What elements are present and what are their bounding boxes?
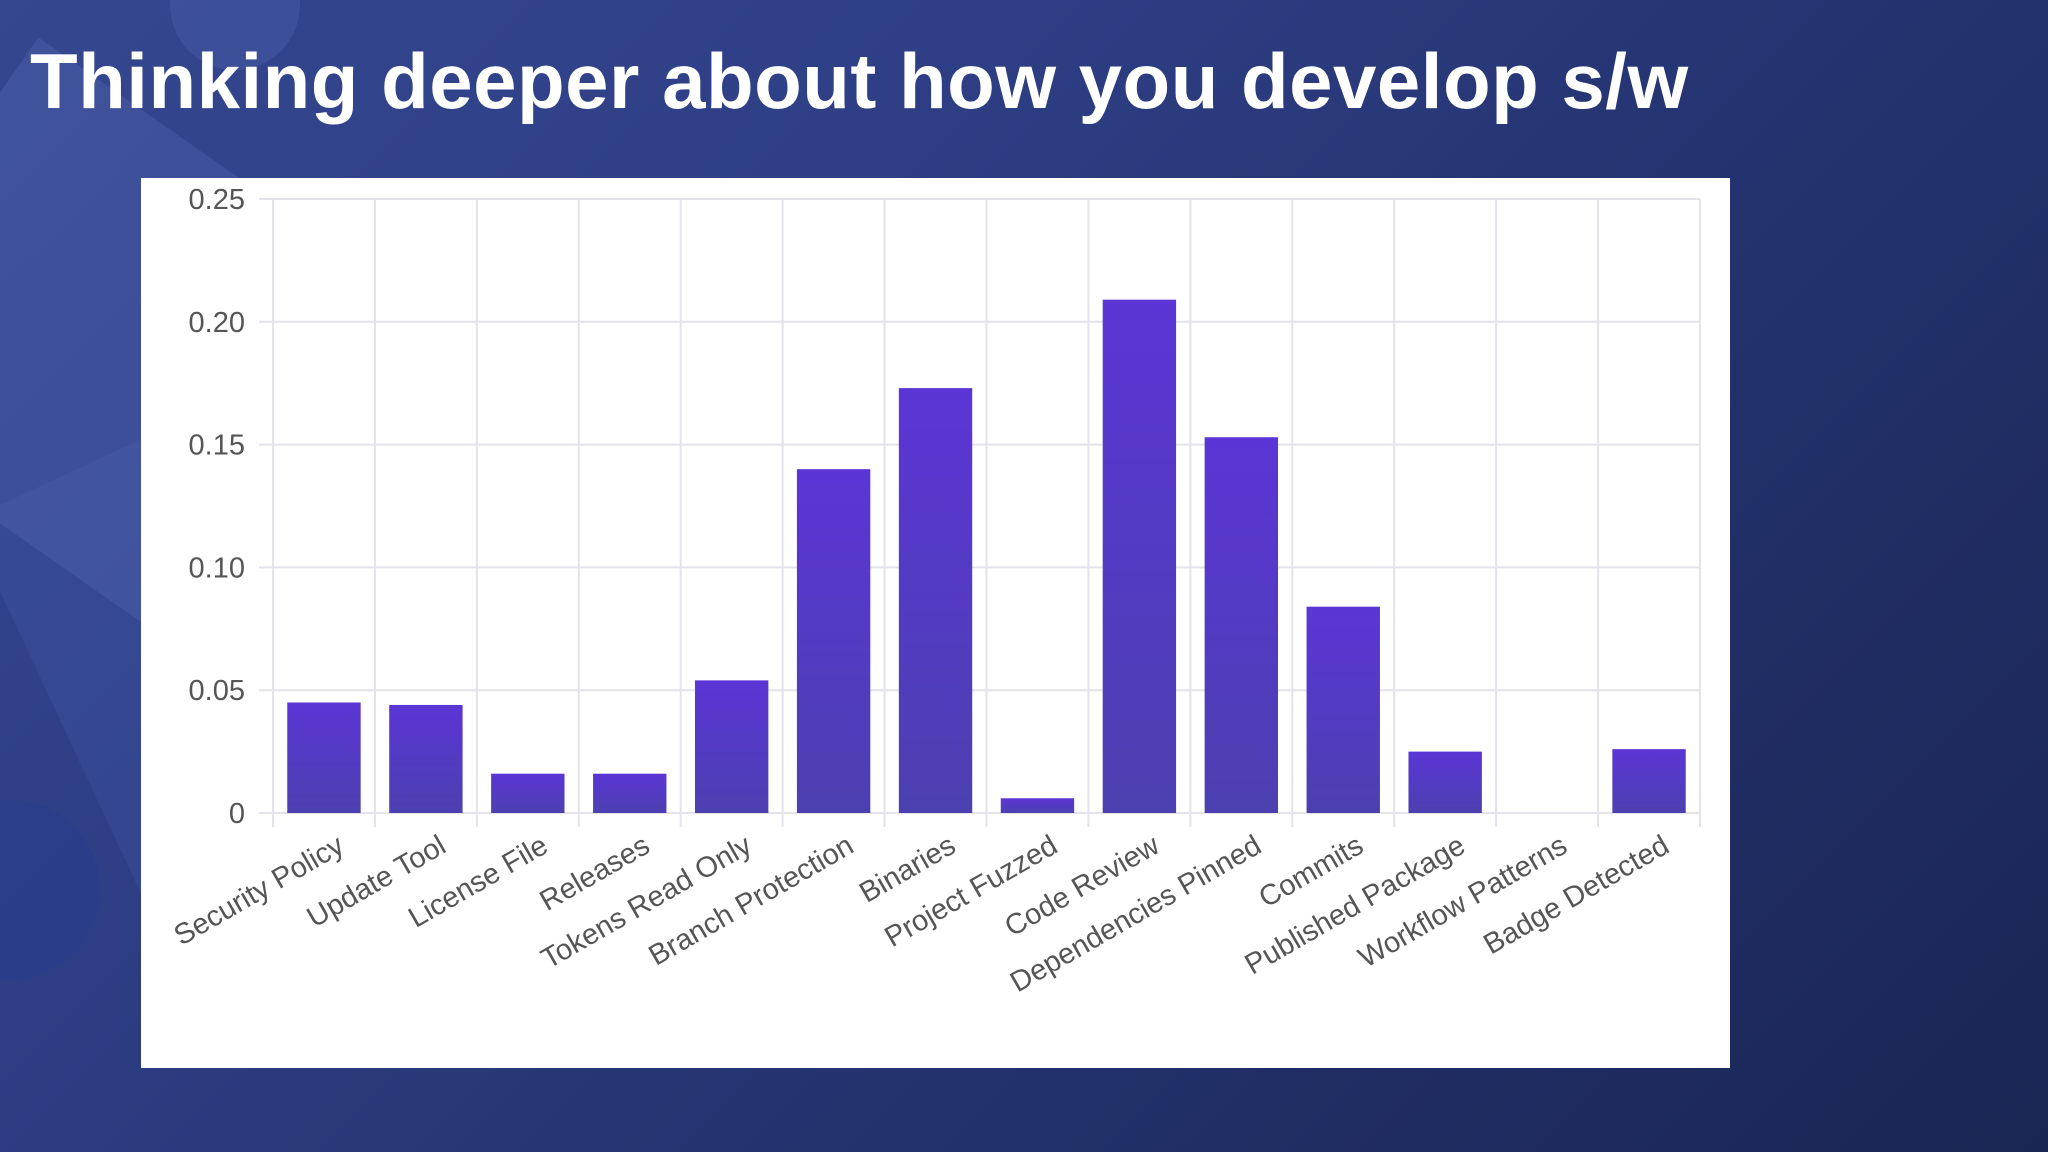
- bar: [1204, 437, 1279, 813]
- bar: [1306, 606, 1380, 813]
- bar-chart: 0 0.05 0.10 0.15 0.20 0.25 Security PolicyUpd…: [169, 184, 1701, 999]
- bar: [1408, 751, 1482, 813]
- bar: [287, 702, 361, 813]
- y-tick-label: 0.10: [189, 552, 245, 584]
- bar: [1102, 299, 1177, 813]
- grid: [259, 198, 1701, 827]
- y-tick-label: 0.05: [189, 675, 245, 707]
- x-tick-label: Project Fuzzed: [879, 829, 1063, 953]
- bar: [1612, 749, 1686, 813]
- bar: [694, 680, 769, 813]
- y-axis: 0 0.05 0.10 0.15 0.20 0.25: [189, 184, 245, 830]
- background-shape: [0, 800, 100, 980]
- bar: [593, 773, 667, 813]
- slide-title: Thinking deeper about how you develop s/…: [30, 37, 1689, 125]
- bar: [898, 388, 973, 813]
- y-tick-label: 0.15: [189, 430, 245, 462]
- y-tick-label: 0: [229, 798, 245, 830]
- bar: [491, 773, 565, 813]
- y-tick-label: 0.25: [189, 184, 245, 216]
- bar: [796, 469, 871, 813]
- bars: [287, 299, 1686, 813]
- y-tick-label: 0.20: [189, 307, 245, 339]
- x-tick-label: Badge Detected: [1478, 829, 1674, 961]
- bar: [389, 704, 463, 813]
- x-tick-label: Security Policy: [169, 829, 350, 952]
- bar: [1000, 798, 1075, 813]
- bar-chart-panel: 0 0.05 0.10 0.15 0.20 0.25 Security Policy Upd…: [141, 178, 1730, 1068]
